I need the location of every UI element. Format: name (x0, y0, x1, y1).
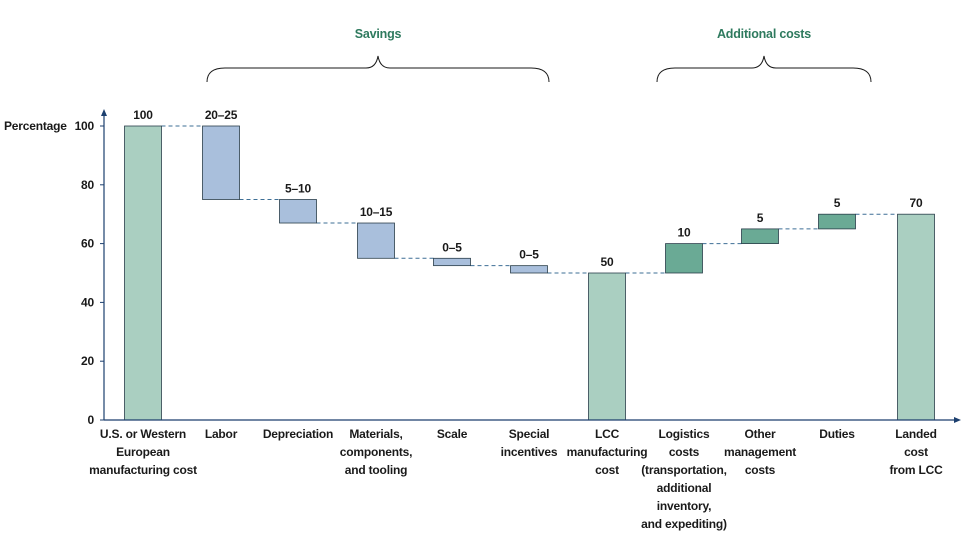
bar-saving (433, 257, 471, 267)
category-label: U.S. or Western European manufacturing cos… (89, 427, 197, 477)
bar-value-label: 0–5 (519, 248, 539, 262)
category-label: Depreciation (263, 427, 333, 441)
bar-value-label: 5 (834, 196, 841, 210)
bar-value-label: 0–5 (442, 240, 462, 254)
category-label: Special incentives (501, 427, 558, 459)
bar-value-label: 5–10 (285, 182, 311, 196)
category-labels: U.S. or Western European manufacturing cos… (89, 427, 943, 531)
category-label: Landed cost from LCC (889, 427, 943, 477)
bar-total (897, 213, 935, 421)
bar-addition (665, 243, 703, 274)
category-label: Logistics costs (transportation, additional… (641, 427, 727, 531)
axes: Percentage (4, 109, 961, 423)
category-label: Materials, components, and tooling (340, 427, 412, 477)
bar-value-label: 100 (133, 108, 153, 122)
bar-saving (202, 125, 240, 200)
bar-value-label: 5 (757, 211, 764, 225)
category-label: Other management costs (724, 427, 796, 477)
bar-value-label: 70 (910, 196, 923, 210)
y-tick-labels: 0 20 40 60 80 100 (75, 119, 104, 427)
y-tick-label: 100 (75, 119, 95, 133)
bar-value-label: 10–15 (360, 205, 393, 219)
category-label: Labor (205, 427, 238, 441)
group-title: Additional costs (717, 27, 811, 41)
group-brace (656, 55, 872, 83)
y-axis-label: Percentage (4, 119, 67, 133)
bar-addition (741, 228, 779, 244)
y-tick-label: 80 (81, 178, 94, 192)
category-label: Duties (819, 427, 855, 441)
bar-addition (818, 213, 856, 230)
bar-value-labels: 100 20–25 5–10 10–15 0–5 0–5 50 10 5 5 70 (133, 108, 923, 269)
y-tick-label: 0 (88, 413, 95, 427)
bar-saving (357, 222, 395, 259)
bar-value-label: 50 (601, 255, 614, 269)
y-tick-label: 20 (81, 354, 94, 368)
y-tick-label: 40 (81, 295, 94, 309)
bar-value-label: 10 (678, 226, 691, 240)
bar-saving (510, 265, 548, 274)
bars (124, 125, 935, 421)
connector-lines (161, 125, 898, 274)
bar-total (588, 272, 626, 421)
bar-value-label: 20–25 (205, 108, 238, 122)
group-title: Savings (355, 27, 402, 41)
bar-total (124, 125, 162, 421)
group-braces: Savings Additional costs (206, 27, 872, 83)
group-brace (206, 55, 550, 83)
category-label: Scale (437, 427, 468, 441)
category-label: LCC manufacturing cost (567, 427, 648, 477)
y-tick-label: 60 (81, 237, 94, 251)
bar-saving (279, 199, 317, 224)
